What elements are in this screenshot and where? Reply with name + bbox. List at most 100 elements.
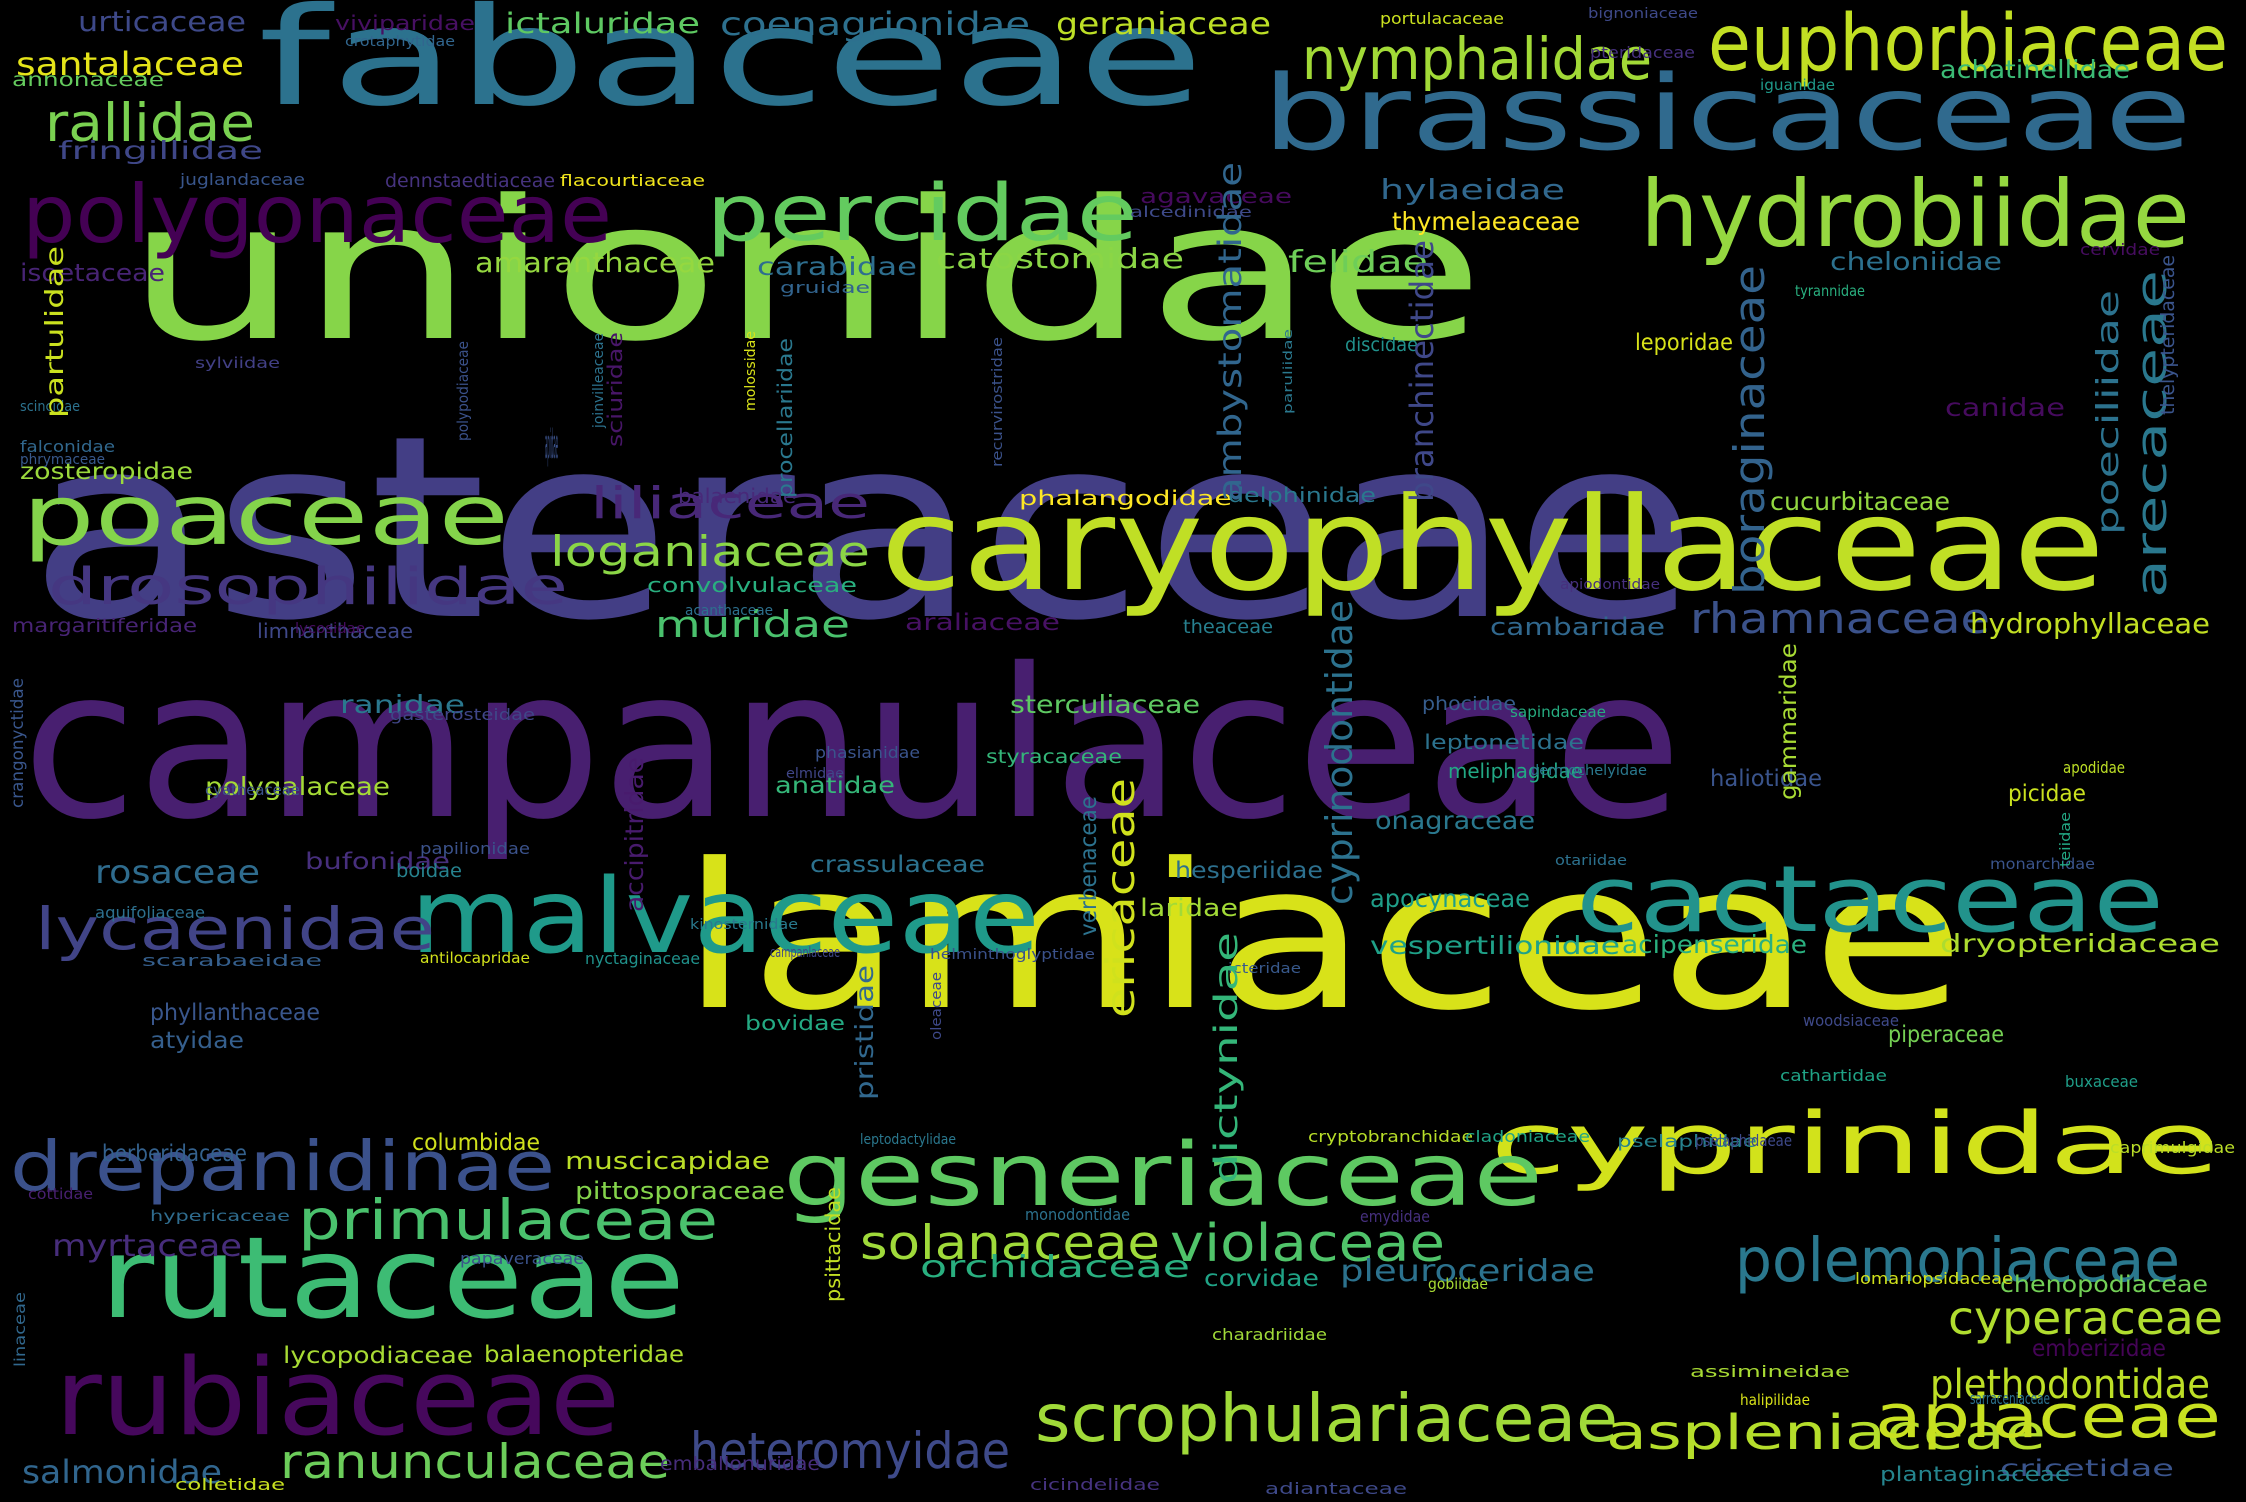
word-kinosternidae: kinosternidae (690, 917, 798, 934)
word-pselaphidae: pselaphidae (1617, 1131, 1757, 1152)
word-muridae: muridae (655, 603, 850, 647)
word-brassicaceae: brassicaceae (1262, 53, 2192, 174)
word-percidae: percidae (706, 167, 1138, 259)
word-apiodontidae: apiodontidae (1560, 577, 1660, 594)
word-alcedinidae: alcedinidae (1130, 202, 1252, 221)
word-lycosidae: lycosidae (295, 621, 365, 638)
word-polygonaceae: polygonaceae (22, 167, 612, 262)
word-berberidaceae: berberidaceae (102, 1141, 247, 1168)
word-colletidae: colletidae (175, 1474, 285, 1494)
word-molossidae: molossidae (743, 331, 759, 411)
word-laridae: laridae (1140, 894, 1238, 923)
word-verbenaceae: verbenaceae (1076, 796, 1102, 936)
word-crassulaceae: crassulaceae (810, 852, 985, 879)
word-assimineidae: assimineidae (1690, 1361, 1850, 1381)
word-hydrophyllaceae: hydrophyllaceae (1970, 607, 2210, 641)
word-gammaridae: gammaridae (1776, 643, 1802, 800)
word-cucurbitaceae: cucurbitaceae (1770, 487, 1950, 517)
word-pselaphidaeae: pselaphidaeae (1695, 1130, 1792, 1150)
word-acanthaceae: acanthaceae (685, 603, 773, 620)
word-iguanidae: iguanidae (1760, 75, 1835, 94)
word-achatinellidae: achatinellidae (1940, 55, 2130, 85)
word-emydidae: emydidae (1360, 1206, 1430, 1226)
word-cryptobranchidae: cryptobranchidae (1308, 1126, 1473, 1146)
word-apidae: apidae (545, 422, 558, 469)
word-picidae: picidae (2008, 781, 2086, 808)
word-rosaceae: rosaceae (95, 852, 260, 891)
word-hylaeidae: hylaeidae (1380, 173, 1565, 207)
word-lomariopsidaceae: lomariopsidaceae (1855, 1268, 2013, 1288)
word-limnanthaceae: limnanthaceae (257, 618, 413, 643)
word-amaranthaceae: amaranthaceae (475, 246, 715, 280)
word-ictaluridae: ictaluridae (505, 6, 700, 40)
word-santalaceae: santalaceae (16, 44, 244, 83)
word-juglandaceae: juglandaceae (180, 169, 305, 189)
word-convolvulaceae: convolvulaceae (647, 572, 857, 597)
word-rubiaceae: rubiaceae (55, 1335, 620, 1459)
word-ranidae: ranidae (340, 690, 465, 720)
word-dermochelyidae: dermochelyidae (1530, 763, 1647, 780)
word-cicindelidae: cicindelidae (1030, 1474, 1160, 1494)
word-partulidae: partulidae (40, 246, 69, 418)
word-cervidae: cervidae (2080, 239, 2160, 259)
word-sciuridae: sciuridae (603, 332, 627, 447)
word-apocynaceae: apocynaceae (1370, 884, 1530, 914)
word-antilocapridae: antilocapridae (420, 948, 530, 967)
word-lamiaceae: lamiaceae (680, 821, 1965, 1055)
word-scincidae: scincidae (20, 399, 80, 416)
word-apodidae: apodidae (2063, 757, 2125, 777)
word-elmidae: elmidae (786, 766, 844, 783)
word-aquifoliaceae: aquifoliaceae (95, 902, 205, 922)
word-viviparidae: viviparidae (335, 10, 475, 35)
word-cyperaceae: cyperaceae (1948, 1290, 2223, 1345)
word-dictynidae: dictynidae (1207, 932, 1245, 1184)
word-sarraceniaceae: sarraceniaceae (1970, 1388, 2050, 1408)
word-hydrobiidae: hydrobiidae (1640, 160, 2190, 268)
word-asteraceae: asteraceae (28, 381, 1698, 677)
word-primulaceae: primulaceae (298, 1189, 718, 1254)
word-styracaceae: styracaceae (986, 746, 1122, 768)
word-boraginaceae: boraginaceae (1726, 265, 1774, 595)
word-cyprinidae: cyprinidae (1490, 1095, 2220, 1195)
word-psittacidae: psittacidae (821, 1187, 845, 1302)
word-annonaceae: annonaceae (12, 69, 164, 91)
word-boidae: boidae (396, 860, 462, 882)
word-felidae: felidae (1288, 244, 1428, 280)
word-poeciliidae: poeciliidae (2091, 290, 2126, 535)
word-paruliidae: paruliidae (1280, 329, 1295, 414)
word-scrophulariaceae: scrophulariaceae (1035, 1381, 1618, 1458)
word-campanlaceae: campanlaceae (770, 945, 840, 962)
word-violaceae: violaceae (1170, 1214, 1445, 1275)
word-araliaceae: araliaceae (905, 610, 1060, 637)
word-solanaceae: solanaceae (860, 1215, 1160, 1271)
word-emballonuridae: emballonuridae (660, 1453, 820, 1475)
word-coenagrionidae: coenagrionidae (720, 4, 1030, 43)
word-portulacaceae: portulacaceae (1380, 8, 1504, 28)
word-dennstaedtiaceae: dennstaedtiaceae (385, 170, 555, 192)
word-vespertilionidae: vespertilionidae (1370, 931, 1620, 961)
word-icteridae: icteridae (1228, 961, 1301, 978)
word-polygalaceae: polygalaceae (205, 772, 390, 802)
word-leptonetidae: leptonetidae (1424, 729, 1584, 754)
word-bufonidae: bufonidae (305, 849, 450, 876)
word-accipitridae: accipitridae (620, 757, 649, 912)
word-crotaphytidae: crotaphytidae (345, 34, 455, 51)
word-leptodactylidae: leptodactylidae (860, 1132, 956, 1149)
word-cladoniaceae: cladoniaceae (1465, 1126, 1590, 1146)
word-helminthoglyptidae: helminthoglyptidae (930, 947, 1095, 964)
word-urticaceae: urticaceae (78, 5, 246, 39)
word-monarchidae: monarchidae (1990, 854, 2095, 873)
word-unionidae: unionidae (125, 158, 1485, 384)
word-gesneriaceae: gesneriaceae (783, 1123, 1543, 1226)
word-cactaceae: cactaceae (1576, 845, 2164, 953)
word-discidae: discidae (1345, 334, 1418, 356)
word-apiaceae: apiaceae (1875, 1381, 2221, 1452)
word-piperaceae: piperaceae (1888, 1022, 2004, 1049)
word-polypodiaceae: polypodiaceae (454, 341, 472, 441)
word-monodontidae: monodontidae (1025, 1204, 1130, 1224)
word-ericaceae: ericaceae (1099, 778, 1144, 1018)
word-orchidaceae: orchidaceae (920, 1249, 1190, 1285)
word-halipilidae: halipilidae (1740, 1390, 1810, 1409)
word-cyprinodontidae: cyprinodontidae (1318, 600, 1361, 905)
word-catostomidae: catostomidae (936, 242, 1184, 276)
